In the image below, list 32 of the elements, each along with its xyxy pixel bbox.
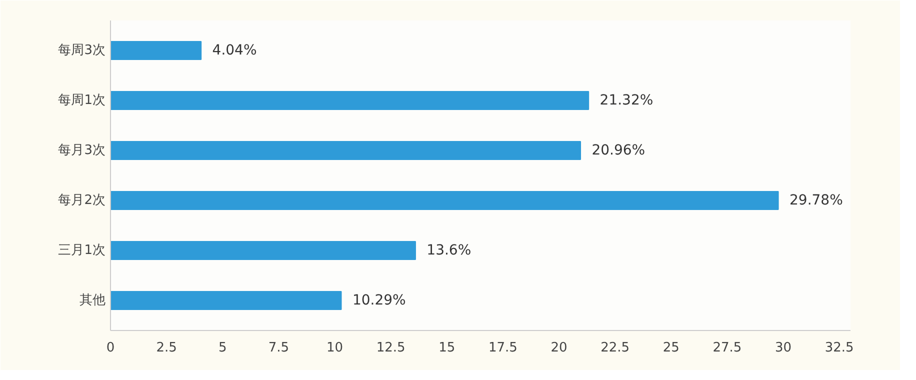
x-tick-label: 20 bbox=[550, 340, 568, 356]
x-tick-label: 2.5 bbox=[156, 340, 177, 356]
y-tick-label: 每月2次 bbox=[58, 193, 106, 208]
y-tick-label: 其他 bbox=[80, 293, 106, 308]
x-tick-label: 32.5 bbox=[824, 340, 854, 356]
data-label: 10.29% bbox=[352, 292, 406, 308]
bar bbox=[110, 91, 590, 110]
x-tick-label: 12.5 bbox=[376, 340, 406, 356]
data-label: 13.6% bbox=[426, 242, 472, 258]
bar bbox=[110, 241, 416, 260]
x-tick-label: 5 bbox=[218, 340, 227, 356]
bar bbox=[110, 191, 779, 210]
x-tick-label: 10 bbox=[326, 340, 344, 356]
x-tick-label: 22.5 bbox=[600, 340, 630, 356]
data-label: 4.04% bbox=[212, 42, 257, 58]
x-tick-label: 0 bbox=[106, 340, 115, 356]
x-tick-label: 7.5 bbox=[268, 340, 290, 356]
x-tick-label: 15 bbox=[438, 340, 456, 356]
y-tick-label: 每周1次 bbox=[58, 93, 106, 108]
bar bbox=[110, 291, 342, 310]
y-tick-label: 每周3次 bbox=[58, 43, 106, 58]
bar bbox=[110, 41, 202, 60]
data-label: 21.32% bbox=[600, 92, 654, 108]
bar bbox=[110, 141, 582, 160]
y-tick-label: 每月3次 bbox=[58, 143, 106, 158]
y-tick-label: 三月1次 bbox=[58, 243, 106, 258]
x-tick-label: 25 bbox=[662, 340, 680, 356]
data-label: 29.78% bbox=[790, 192, 843, 208]
x-tick-label: 27.5 bbox=[712, 340, 742, 356]
x-tick-label: 30 bbox=[774, 340, 792, 356]
data-label: 20.96% bbox=[592, 142, 646, 158]
x-tick-label: 17.5 bbox=[488, 340, 518, 356]
